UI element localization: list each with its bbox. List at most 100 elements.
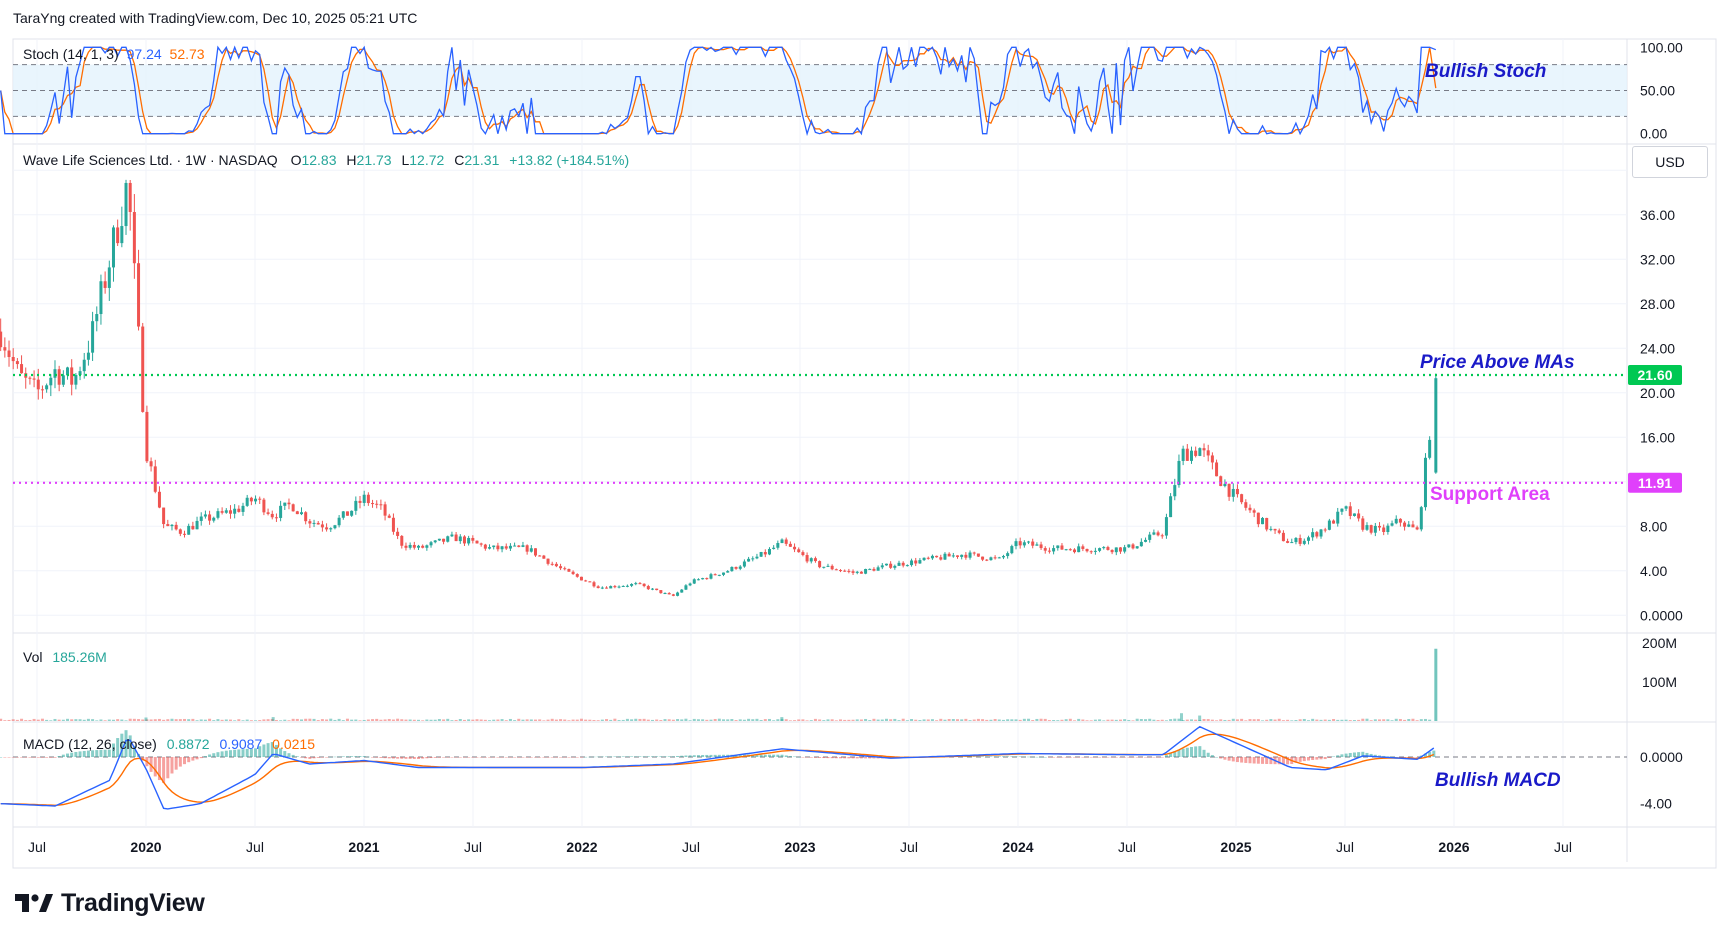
volume-bar (99, 719, 103, 721)
candle (805, 555, 809, 562)
macd-histogram-bar (1006, 756, 1010, 757)
candle (220, 511, 224, 513)
candle (642, 583, 646, 587)
macd-histogram-bar (471, 757, 475, 758)
volume-bar (546, 719, 550, 721)
x-axis-tick-label: Jul (464, 839, 482, 855)
volume-bar (425, 719, 429, 721)
candle (249, 497, 253, 502)
macd-histogram-bar (1319, 757, 1323, 760)
macd-histogram-bar (446, 757, 450, 758)
candle (1022, 542, 1026, 546)
price-legend[interactable]: Wave Life Sciences Ltd. · 1W · NASDAQ O1… (23, 152, 629, 168)
candle (362, 494, 366, 503)
macd-histogram-bar (801, 757, 805, 758)
volume-bar (1173, 718, 1177, 721)
candle (187, 525, 191, 535)
macd-histogram-bar (1089, 757, 1093, 758)
candle (1039, 544, 1043, 549)
candle (387, 515, 391, 518)
volume-bar (437, 719, 441, 721)
level-label-resistance: 21.60 (1637, 367, 1672, 383)
volume-bar (1327, 719, 1331, 721)
macd-histogram-bar (1332, 756, 1336, 757)
volume-bar (713, 718, 717, 721)
volume-bar (371, 719, 375, 721)
candle (241, 505, 245, 512)
currency-selector[interactable]: USD (1632, 146, 1708, 178)
volume-bar (283, 719, 287, 721)
candle (976, 553, 980, 557)
candle (688, 583, 692, 586)
volume-legend[interactable]: Vol 185.26M (23, 649, 107, 665)
candle (650, 588, 654, 590)
candle (1327, 520, 1331, 530)
candle (763, 552, 767, 555)
macd-histogram-bar (157, 757, 161, 781)
candle (559, 566, 563, 569)
macd-histogram-bar (976, 756, 980, 757)
candle (1294, 537, 1298, 543)
volume-bar (939, 718, 943, 721)
candle (567, 568, 571, 572)
volume-bar (776, 719, 780, 721)
candle (780, 539, 784, 544)
volume-bar (1311, 718, 1315, 721)
x-axis-tick-label: Jul (1336, 839, 1354, 855)
macd-histogram-bar (107, 749, 111, 757)
volume-bar (279, 720, 283, 721)
volume-bar (659, 720, 663, 721)
macd-histogram-bar (291, 754, 295, 757)
candle (609, 586, 613, 589)
volume-bar (951, 719, 955, 721)
volume-bar (809, 720, 813, 721)
volume-bar (354, 719, 358, 721)
volume-bar (646, 719, 650, 721)
macd-histogram-bar (1215, 756, 1219, 758)
volume-bar (1382, 719, 1386, 721)
stoch-legend[interactable]: Stoch (14, 1, 3) 97.24 52.73 (23, 46, 205, 62)
candle (1077, 546, 1081, 553)
macd-histogram-bar (40, 757, 44, 758)
volume-bar (734, 720, 738, 721)
volume-bar (910, 719, 914, 721)
candle (738, 566, 742, 569)
macd-histogram-bar (1060, 757, 1064, 758)
stoch-legend-name: Stoch (14, 1, 3) (23, 46, 119, 62)
volume-bar (116, 719, 120, 721)
macd-legend[interactable]: MACD (12, 26, close) 0.8872 0.9087 0.021… (23, 736, 315, 752)
volume-bar (755, 718, 759, 721)
tradingview-logo[interactable]: TradingView (15, 888, 205, 918)
annotation-support-area: Support Area (1430, 484, 1550, 505)
volume-bar (559, 719, 563, 721)
volume-bar (45, 719, 49, 721)
volume-bar (15, 719, 19, 721)
volume-bar (70, 719, 74, 721)
macd-histogram-bar (968, 756, 972, 757)
x-axis-tick-label: 2021 (348, 839, 379, 855)
candle (588, 581, 592, 583)
volume-bar (1348, 720, 1352, 721)
volume-bar (1081, 719, 1085, 721)
macd-histogram-bar (492, 757, 496, 758)
macd-histogram-bar (1022, 756, 1026, 758)
candle (930, 555, 934, 559)
stoch-axis-tick-label: 50.00 (1640, 83, 1675, 99)
volume-bar (404, 719, 408, 721)
macd-histogram-bar (830, 757, 834, 759)
candle (212, 517, 216, 521)
macd-histogram-bar (0, 757, 3, 758)
candle (404, 545, 408, 548)
candle (525, 545, 529, 552)
macd-histogram-bar (174, 757, 178, 770)
macd-histogram-bar (985, 756, 989, 757)
candle (1018, 541, 1022, 546)
volume-bar (738, 719, 742, 721)
volume-bar (1290, 720, 1294, 721)
volume-bar (86, 718, 90, 721)
volume-bar (813, 718, 817, 721)
tradingview-logo-icon (15, 894, 53, 912)
volume-bar (1240, 718, 1244, 721)
candle (450, 534, 454, 537)
